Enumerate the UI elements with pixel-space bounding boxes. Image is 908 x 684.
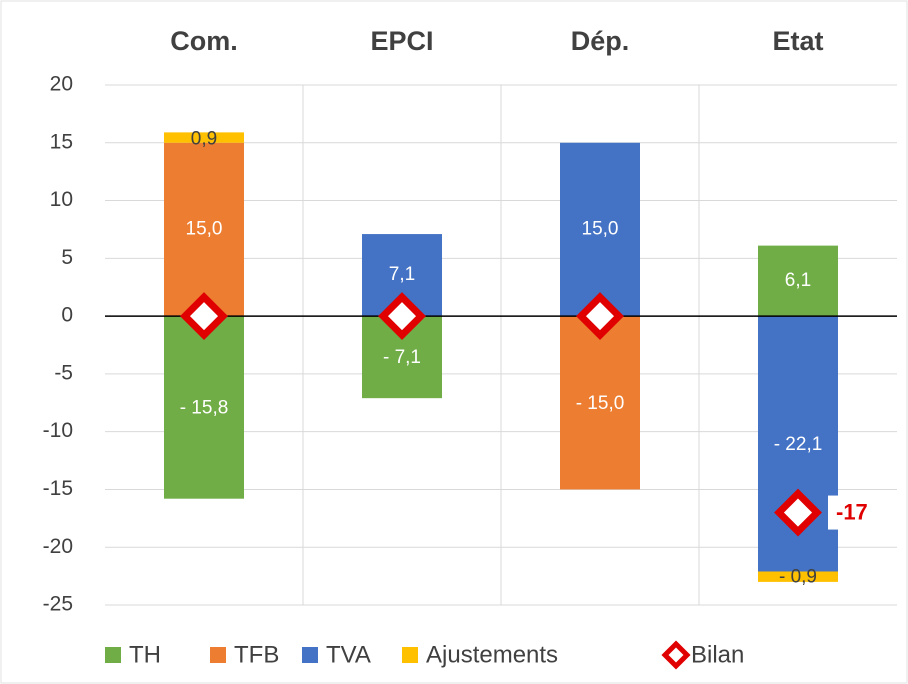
data-label: - 7,1 <box>383 347 421 368</box>
bar <box>758 245 838 317</box>
legend-label: TFB <box>234 641 279 668</box>
data-label: - 15,8 <box>180 397 229 418</box>
legend-swatch <box>402 647 418 663</box>
data-label: - 0,9 <box>779 567 817 588</box>
y-tick-label: -20 <box>43 535 73 558</box>
data-label: - 15,0 <box>576 393 625 414</box>
legend-label: Bilan <box>691 641 744 668</box>
bilan-marker <box>378 292 426 341</box>
y-tick-label: 10 <box>50 188 73 211</box>
bilan-marker <box>576 292 624 341</box>
legend-marker <box>661 640 691 670</box>
data-label: 15,0 <box>582 218 619 239</box>
category-label: Dép. <box>571 26 630 56</box>
bilan-marker <box>774 488 822 537</box>
y-tick-label: 5 <box>61 246 73 269</box>
data-label: 15,0 <box>186 218 223 239</box>
y-tick-label: 0 <box>61 304 73 327</box>
category-label: EPCI <box>370 26 433 56</box>
category-label: Etat <box>772 26 823 56</box>
category-label: Com. <box>170 26 238 56</box>
legend-label: TH <box>129 641 161 668</box>
y-tick-label: -25 <box>43 593 73 616</box>
data-label: 0,9 <box>191 129 217 150</box>
legend-swatch <box>210 647 226 663</box>
bar <box>164 142 244 317</box>
legend-label: TVA <box>326 641 371 668</box>
bar <box>164 132 244 143</box>
bar <box>758 571 838 582</box>
bar <box>164 316 244 499</box>
bilan-label: -17 <box>836 499 868 524</box>
data-label: 6,1 <box>785 270 811 291</box>
y-tick-label: 20 <box>50 73 73 96</box>
data-label: - 22,1 <box>774 434 823 455</box>
data-label: 7,1 <box>389 264 415 285</box>
legend-swatch <box>105 647 121 663</box>
y-tick-label: -5 <box>54 361 73 384</box>
y-tick-label: -10 <box>43 419 73 442</box>
bar <box>560 142 640 317</box>
y-tick-label: -15 <box>43 477 73 500</box>
bar <box>560 316 640 490</box>
bilan-marker <box>180 292 228 341</box>
legend-label: Ajustements <box>426 641 558 668</box>
bilan-label-bg <box>828 495 886 530</box>
legend-swatch <box>302 647 318 663</box>
y-tick-label: 15 <box>50 130 73 153</box>
